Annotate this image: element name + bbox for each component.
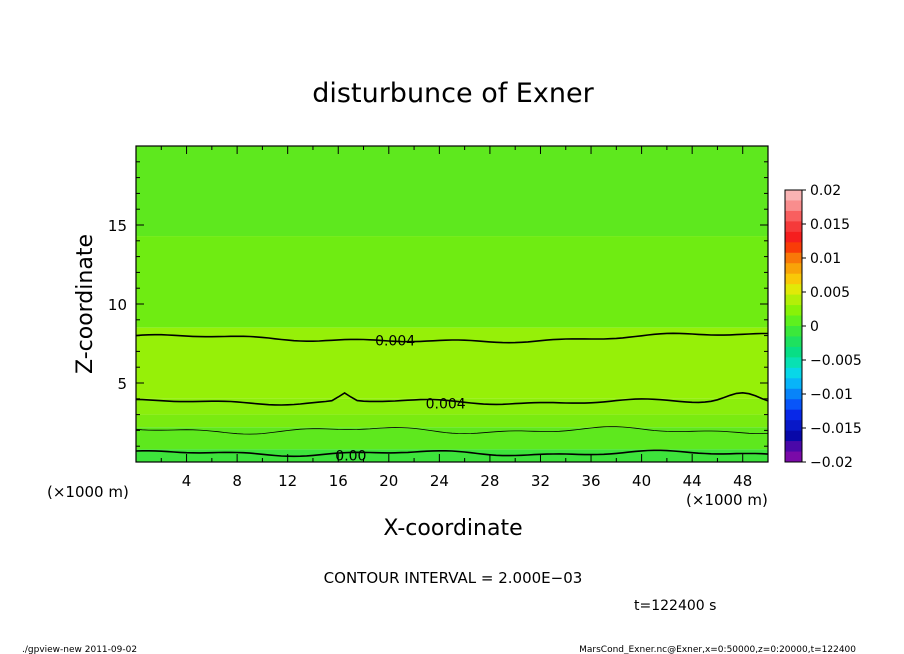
time-text: t=122400 s (634, 598, 716, 614)
footer-left: ./gpview-new 2011-09-02 (22, 645, 137, 654)
x-tick-label: 48 (733, 472, 752, 490)
x-tick-label: 36 (581, 472, 600, 490)
colorbar-label: 0.005 (810, 285, 850, 301)
colorbar-swatch (785, 221, 802, 233)
colorbar-labels: 0.02 0.015 0.01 0.005 0 −0.005 −0.01 −0.015 −0.0… (802, 183, 862, 471)
colorbar-label: −0.005 (810, 353, 862, 369)
x-tick-label: 28 (480, 472, 499, 490)
field-band (136, 236, 768, 328)
y-tick-label: 10 (108, 296, 127, 314)
colorbar-swatch (785, 190, 802, 201)
colorbar-swatch (785, 336, 802, 348)
colorbar-swatch (785, 231, 802, 243)
x-unit-left: (×1000 m) (47, 483, 129, 501)
contour-label: 0.004 (426, 397, 466, 413)
chart-title: disturbunce of Exner (312, 78, 594, 109)
contour-label: 0.00 (335, 449, 366, 465)
colorbar-label: 0.02 (810, 183, 841, 199)
x-tick-label: 24 (430, 472, 449, 490)
plot-area (136, 146, 768, 462)
colorbar-swatch (785, 346, 802, 358)
colorbar-label: 0 (810, 319, 819, 335)
field-band (136, 414, 768, 428)
contour-line (135, 332, 768, 344)
colorbar-label: −0.015 (810, 421, 862, 437)
contour-interval-text: CONTOUR INTERVAL = 2.000E−03 (324, 569, 583, 587)
x-tick-label: 40 (632, 472, 651, 490)
colorbar-swatch (785, 210, 802, 222)
colorbar-label: 0.015 (810, 217, 850, 233)
colorbar-swatch (785, 200, 802, 212)
y-tick-label: 15 (108, 217, 127, 235)
colorbar-swatch (785, 420, 802, 432)
colorbar-swatch (785, 294, 802, 306)
y-axis-label: Z-coordinate (73, 234, 98, 374)
contour-label: 0.004 (375, 333, 415, 349)
colorbar-swatch (785, 242, 802, 254)
y-tick-label: 5 (117, 375, 127, 393)
x-axis: 4 8 12 16 20 24 28 32 36 40 44 48 (160, 146, 752, 490)
y-axis: 5 10 15 (108, 161, 768, 447)
x-tick-label: 44 (683, 472, 702, 490)
contour-line (135, 449, 769, 458)
colorbar-swatch (785, 357, 802, 369)
x-tick-label: 4 (182, 472, 192, 490)
colorbar-swatch (785, 399, 802, 411)
colorbar-swatch (785, 263, 802, 275)
contour-labels: 0.004 0.004 0.00 (335, 333, 466, 464)
colorbar-swatch (785, 252, 802, 264)
x-tick-label: 20 (379, 472, 398, 490)
colorbar-swatch (785, 326, 802, 337)
colorbar-swatch (785, 305, 802, 317)
colorbar-swatch (785, 430, 802, 442)
colorbar-label: 0.01 (810, 251, 841, 267)
contour-line (135, 391, 769, 406)
x-tick-label: 16 (329, 472, 348, 490)
colorbar-swatch (785, 409, 802, 421)
colorbar (784, 189, 803, 463)
field-band (136, 427, 768, 450)
field-band (136, 327, 768, 399)
x-tick-label: 32 (531, 472, 550, 490)
colorbar-swatch (785, 273, 802, 285)
colorbar-swatch (785, 315, 802, 327)
colorbar-swatch (785, 378, 802, 390)
colorbar-swatch (785, 451, 802, 463)
contour-line (135, 426, 769, 435)
colorbar-swatch (785, 367, 802, 379)
footer-right: MarsCond_Exner.nc@Exner,x=0:50000,z=0:20… (579, 645, 856, 654)
colorbar-label: −0.01 (810, 387, 853, 403)
x-unit-right: (×1000 m) (686, 491, 768, 509)
colorbar-swatch (785, 388, 802, 400)
field-band (136, 398, 768, 415)
x-tick-label: 12 (278, 472, 297, 490)
contour-lines (135, 332, 769, 458)
colorbar-swatch (785, 441, 802, 453)
field-band (136, 146, 768, 237)
x-tick-label: 8 (232, 472, 242, 490)
x-axis-label: X-coordinate (383, 516, 522, 541)
colorbar-swatch (785, 284, 802, 296)
field-band (136, 449, 768, 462)
colorbar-label: −0.02 (810, 455, 853, 471)
